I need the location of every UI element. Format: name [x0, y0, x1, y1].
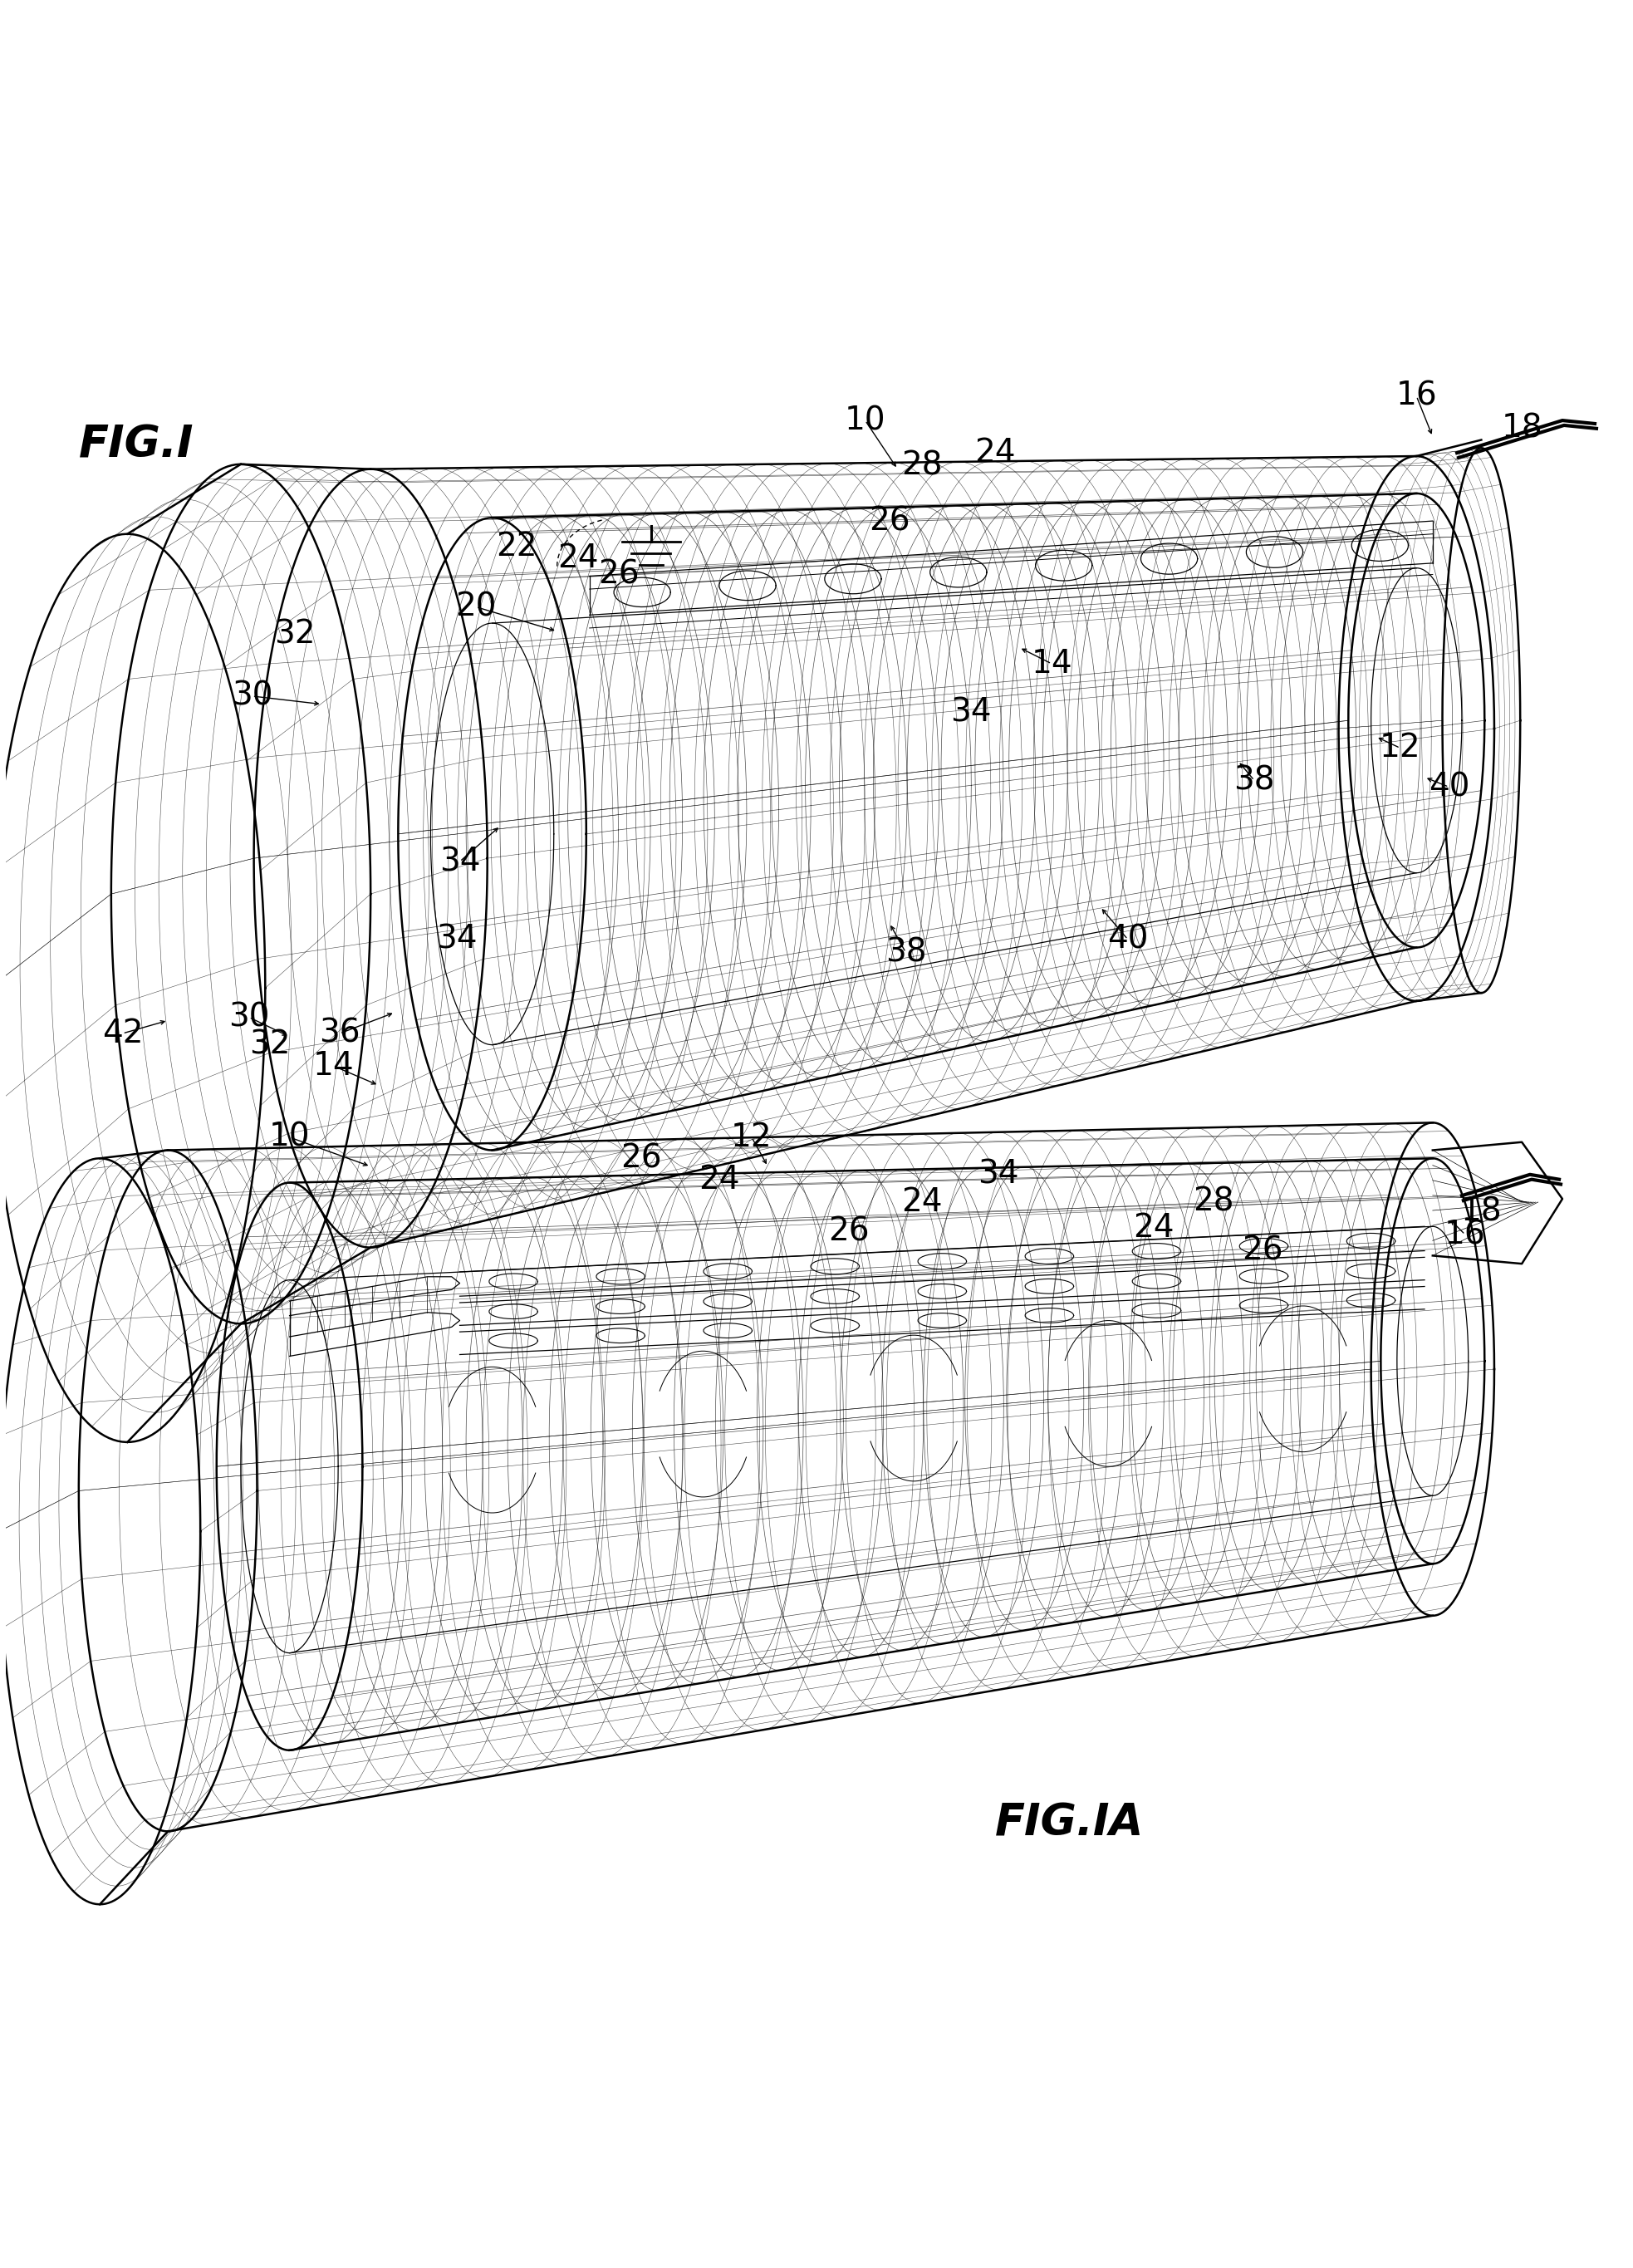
- Text: 34: 34: [950, 696, 991, 728]
- Text: 30: 30: [229, 1002, 269, 1032]
- Text: 24: 24: [901, 1186, 942, 1218]
- Text: FIG.IA: FIG.IA: [994, 1801, 1143, 1844]
- Text: 10: 10: [844, 404, 885, 435]
- Text: 24: 24: [557, 542, 599, 574]
- Text: 28: 28: [901, 449, 942, 481]
- Text: 26: 26: [621, 1143, 661, 1175]
- Text: 32: 32: [274, 619, 315, 651]
- Text: 18: 18: [1501, 413, 1543, 445]
- Text: 28: 28: [1194, 1186, 1235, 1218]
- Text: 32: 32: [250, 1030, 291, 1061]
- Text: 10: 10: [269, 1120, 310, 1152]
- Text: 16: 16: [1396, 381, 1437, 413]
- Text: 40: 40: [1107, 923, 1148, 955]
- Text: 34: 34: [436, 923, 477, 955]
- Text: 24: 24: [699, 1163, 740, 1195]
- Text: 18: 18: [1460, 1195, 1502, 1227]
- Text: 30: 30: [232, 680, 273, 712]
- Text: 12: 12: [732, 1120, 772, 1152]
- Text: FIG.I: FIG.I: [78, 424, 194, 467]
- Text: 42: 42: [101, 1018, 144, 1050]
- Text: 12: 12: [1380, 733, 1421, 764]
- Text: 34: 34: [978, 1159, 1019, 1191]
- Text: 14: 14: [1030, 649, 1073, 680]
- Text: 24: 24: [975, 438, 1016, 469]
- Text: 22: 22: [496, 531, 537, 562]
- Text: 34: 34: [439, 846, 480, 878]
- Text: 16: 16: [1445, 1218, 1486, 1250]
- Text: 26: 26: [869, 506, 910, 538]
- Text: 26: 26: [598, 558, 639, 590]
- Text: 40: 40: [1429, 771, 1470, 803]
- Text: 24: 24: [1133, 1213, 1174, 1243]
- Text: 26: 26: [1241, 1236, 1284, 1266]
- Text: 14: 14: [312, 1050, 354, 1082]
- Text: 20: 20: [456, 592, 496, 624]
- Text: 38: 38: [885, 937, 926, 968]
- Text: 36: 36: [318, 1018, 361, 1050]
- Text: 26: 26: [828, 1216, 869, 1247]
- Text: 38: 38: [1235, 764, 1275, 796]
